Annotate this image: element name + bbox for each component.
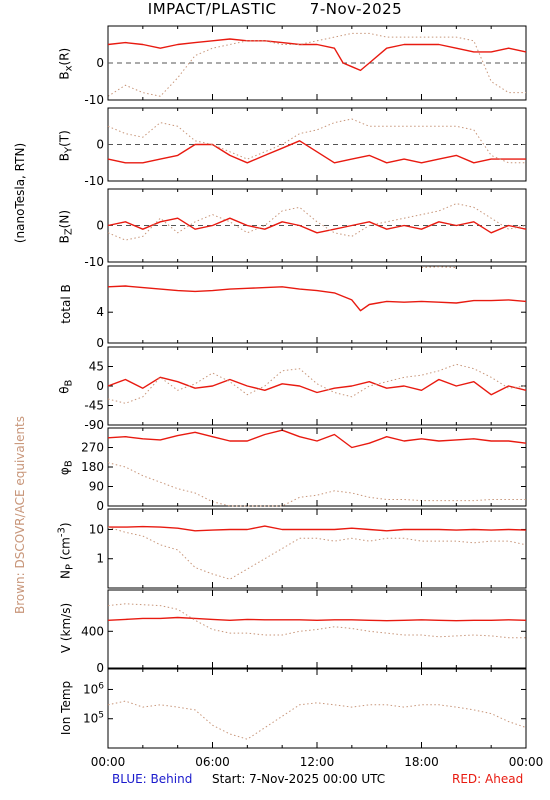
y-axis-label-np: NP (cm-3) [56, 521, 76, 579]
series-line-bz-dscovr [107, 203, 527, 241]
series-line-temp-dscovr [107, 700, 527, 740]
footer-start-label: Start: 7-Nov-2025 00:00 UTC [212, 772, 386, 786]
dscovr-note-label: Brown: DSCOVR/ACE equivalents [13, 415, 27, 615]
panel-frame-np [107, 508, 527, 589]
y-axis-label-bt: total B [59, 283, 73, 324]
y-tick-label-by: 0 [96, 138, 104, 152]
series-line-phi-ahead [107, 429, 527, 449]
y-tick-label-theta: 0 [96, 379, 104, 393]
footer-ahead-label: RED: Ahead [452, 772, 524, 786]
y-tick-label-bt: 0 [96, 336, 104, 350]
units-label: (nanoTesla, RTN) [13, 142, 27, 244]
y-tick-label-theta: -90 [84, 418, 104, 432]
panel-frame-bt [107, 265, 527, 344]
y-tick-label-bz: -10 [84, 255, 104, 269]
series-line-theta-ahead [107, 376, 527, 396]
y-tick-label-bx: 0 [96, 56, 104, 70]
panel-frame-theta [107, 346, 527, 426]
y-tick-label-temp: 105 [83, 711, 104, 726]
series-line-v-ahead [107, 616, 527, 622]
y-tick-label-phi: 180 [81, 460, 104, 474]
y-axis-label-theta: θB [57, 379, 75, 394]
series-line-bx-ahead [107, 38, 527, 72]
x-tick-label: 06:00 [195, 755, 230, 769]
y-tick-label-v: 0 [96, 661, 104, 675]
y-tick-label-theta: 45 [89, 360, 104, 374]
series-line-by-ahead [107, 140, 526, 164]
x-tick-label: 00:00 [91, 755, 126, 769]
y-tick-label-np: 10 [89, 522, 104, 536]
y-axis-label-temp: Ion Temp [59, 680, 73, 735]
series-line-np-dscovr [107, 526, 527, 580]
y-tick-label-bx: -10 [84, 93, 104, 107]
series-line-bz-ahead [107, 217, 527, 234]
x-tick-label: 00:00 [509, 755, 544, 769]
y-axis-label-bx: Bx(R) [57, 47, 75, 80]
y-tick-label-np: 1 [96, 552, 104, 566]
series-line-theta-dscovr [107, 363, 527, 404]
y-tick-label-by: -10 [84, 174, 104, 188]
y-axis-label-v: V (km/s) [59, 602, 73, 654]
series-line-phi-dscovr [107, 462, 526, 507]
series-line-bt-dscovr [421, 266, 457, 268]
series-line-bx-dscovr [107, 32, 526, 97]
y-tick-label-v: 400 [81, 624, 104, 638]
x-tick-label: 12:00 [300, 755, 335, 769]
y-axis-label-bz: BZ(N) [57, 209, 75, 243]
chart-title: IMPACT/PLASTIC 7-Nov-2025 [0, 0, 550, 18]
y-axis-label-phi: φB [57, 460, 75, 476]
series-line-bt-ahead [107, 285, 527, 312]
footer-behind-label: BLUE: Behind [112, 772, 193, 786]
y-axis-label-by: BY(T) [57, 129, 75, 161]
title-instrument: IMPACT/PLASTIC [147, 0, 277, 18]
y-tick-label-phi: 270 [81, 441, 104, 455]
y-tick-label-temp: 106 [83, 681, 104, 696]
series-line-v-dscovr [107, 603, 526, 639]
y-tick-label-theta: -45 [84, 399, 104, 413]
series-line-by-dscovr [107, 118, 526, 164]
x-tick-label: 18:00 [404, 755, 439, 769]
title-date: 7-Nov-2025 [309, 0, 403, 18]
series-line-np-ahead [108, 525, 527, 532]
y-tick-label-bz: 0 [96, 219, 104, 233]
y-tick-label-phi: 90 [89, 480, 104, 494]
y-tick-label-bt: 4 [96, 305, 104, 319]
y-tick-label-phi: 0 [96, 499, 104, 513]
